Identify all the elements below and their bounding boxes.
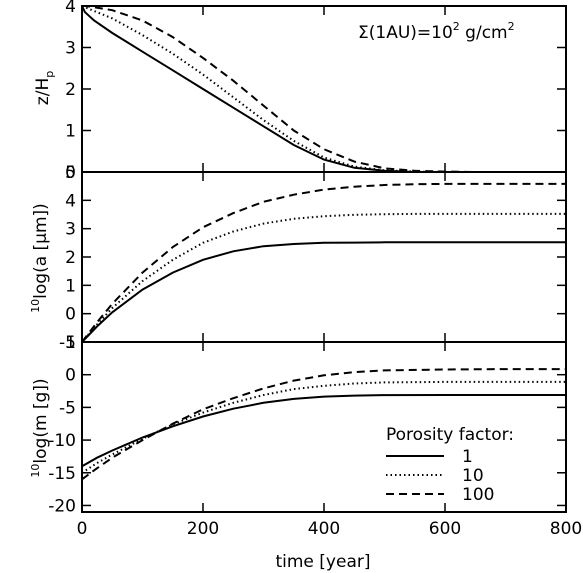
bottom-ytick-label-4: 0 bbox=[65, 366, 76, 386]
top-ytick-label-0: 0 bbox=[65, 163, 76, 183]
bottom-ytick-label-2: -10 bbox=[48, 431, 76, 451]
top-ytick-label-1: 1 bbox=[65, 122, 76, 142]
panel-middle: -1 0 1 2 3 4 5 bbox=[59, 163, 567, 353]
top-series-dotted bbox=[81, 5, 566, 173]
legend-label-100: 100 bbox=[462, 485, 494, 505]
x-tick-label-3: 600 bbox=[429, 519, 461, 539]
middle-ytick-label-2: 1 bbox=[65, 276, 76, 296]
middle-frame bbox=[81, 171, 567, 343]
top-ytick-label-3: 3 bbox=[65, 39, 76, 59]
panel-bottom: -20 -15 -10 -5 0 5 0 200 400 600 800 bbox=[48, 333, 582, 539]
middle-ytick-label-3: 2 bbox=[65, 248, 76, 268]
bottom-ytick-label-3: -5 bbox=[59, 398, 76, 418]
middle-ytick-label-4: 3 bbox=[65, 220, 76, 240]
top-ytick-label-2: 2 bbox=[65, 80, 76, 100]
x-tick-label-2: 400 bbox=[308, 519, 340, 539]
bottom-ytick-label-5: 5 bbox=[65, 333, 76, 353]
legend-label-10: 10 bbox=[462, 466, 484, 486]
legend-label-1: 1 bbox=[462, 447, 473, 467]
top-series-dashed bbox=[82, 5, 566, 173]
bottom-ytick-label-1: -15 bbox=[48, 464, 76, 484]
bottom-ytick-label-0: -20 bbox=[48, 496, 76, 516]
legend: Porosity factor: 1 10 100 bbox=[386, 425, 514, 505]
bottom-series-dashed bbox=[81, 368, 566, 481]
bottom-panel-ylabel: 10log(m [g]) bbox=[29, 378, 51, 477]
x-axis-label: time [year] bbox=[275, 552, 370, 572]
legend-title: Porosity factor: bbox=[386, 425, 514, 445]
middle-series-dotted bbox=[81, 212, 566, 343]
x-tick-label-1: 200 bbox=[187, 519, 219, 539]
x-tick-label-0: 0 bbox=[77, 519, 88, 539]
middle-series-dashed bbox=[81, 182, 566, 343]
middle-ytick-label-1: 0 bbox=[65, 305, 76, 325]
top-panel-annotation: Σ(1AU)=102 g/cm2 bbox=[358, 20, 515, 43]
middle-panel-ylabel: 10log(a [μm]) bbox=[29, 203, 51, 313]
bottom-frame bbox=[81, 341, 567, 513]
middle-ytick-label-0: -1 bbox=[59, 333, 76, 353]
top-panel-ylabel: z/Hp bbox=[33, 71, 56, 105]
middle-series-solid bbox=[81, 241, 566, 343]
bottom-series-dotted bbox=[81, 380, 566, 474]
top-ytick-label-4: 4 bbox=[65, 0, 76, 17]
x-tick-label-4: 800 bbox=[550, 519, 582, 539]
middle-ytick-label-5: 4 bbox=[65, 191, 76, 211]
middle-ytick-label-6: 5 bbox=[65, 163, 76, 183]
bottom-series-solid bbox=[81, 394, 566, 468]
